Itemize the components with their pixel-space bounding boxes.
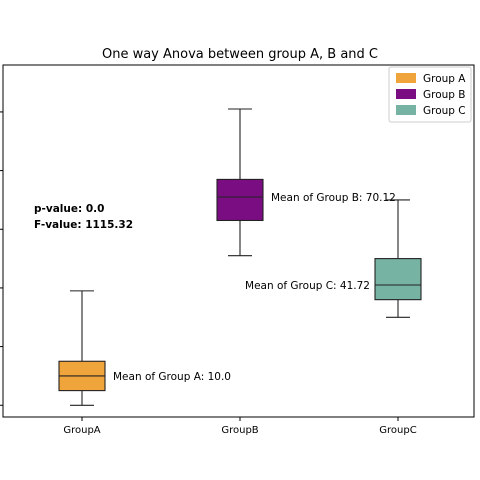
box-group-b: Mean of Group B: 70.12 xyxy=(216,108,396,257)
plot-frame xyxy=(2,64,475,418)
mean-label-group-a: Mean of Group A: 10.0 xyxy=(113,371,231,383)
p-value-annotation: p-value: 0.0 xyxy=(34,203,104,215)
box-group-a: Mean of Group A: 10.0 xyxy=(58,290,231,406)
legend-swatch-group-b xyxy=(396,89,416,99)
legend-label-group-b: Group B xyxy=(423,89,466,101)
box-group-c: Mean of Group C: 41.72 xyxy=(245,199,422,318)
x-tick-label-groupa: GroupA xyxy=(63,425,100,436)
legend-label-group-c: Group C xyxy=(423,105,466,117)
y-axis-ticks xyxy=(0,111,3,406)
x-axis-ticks: GroupA GroupB GroupC xyxy=(63,417,417,436)
legend-swatch-group-c xyxy=(396,105,416,115)
mean-label-group-b: Mean of Group B: 70.12 xyxy=(271,192,396,204)
x-tick-label-groupc: GroupC xyxy=(379,425,416,436)
mean-label-group-c: Mean of Group C: 41.72 xyxy=(245,280,370,292)
x-tick-label-groupb: GroupB xyxy=(221,425,258,436)
box-series: Mean of Group A: 10.0 Mean of Group B: 70… xyxy=(58,108,422,406)
iqr-box-group-b xyxy=(216,178,264,222)
legend: Group A Group B Group C xyxy=(388,66,472,123)
iqr-box-group-c xyxy=(374,258,422,301)
f-value-annotation: F-value: 1115.32 xyxy=(34,219,133,231)
legend-label-group-a: Group A xyxy=(423,73,466,85)
chart-title: One way Anova between group A, B and C xyxy=(102,47,378,62)
legend-swatch-group-a xyxy=(396,73,416,83)
